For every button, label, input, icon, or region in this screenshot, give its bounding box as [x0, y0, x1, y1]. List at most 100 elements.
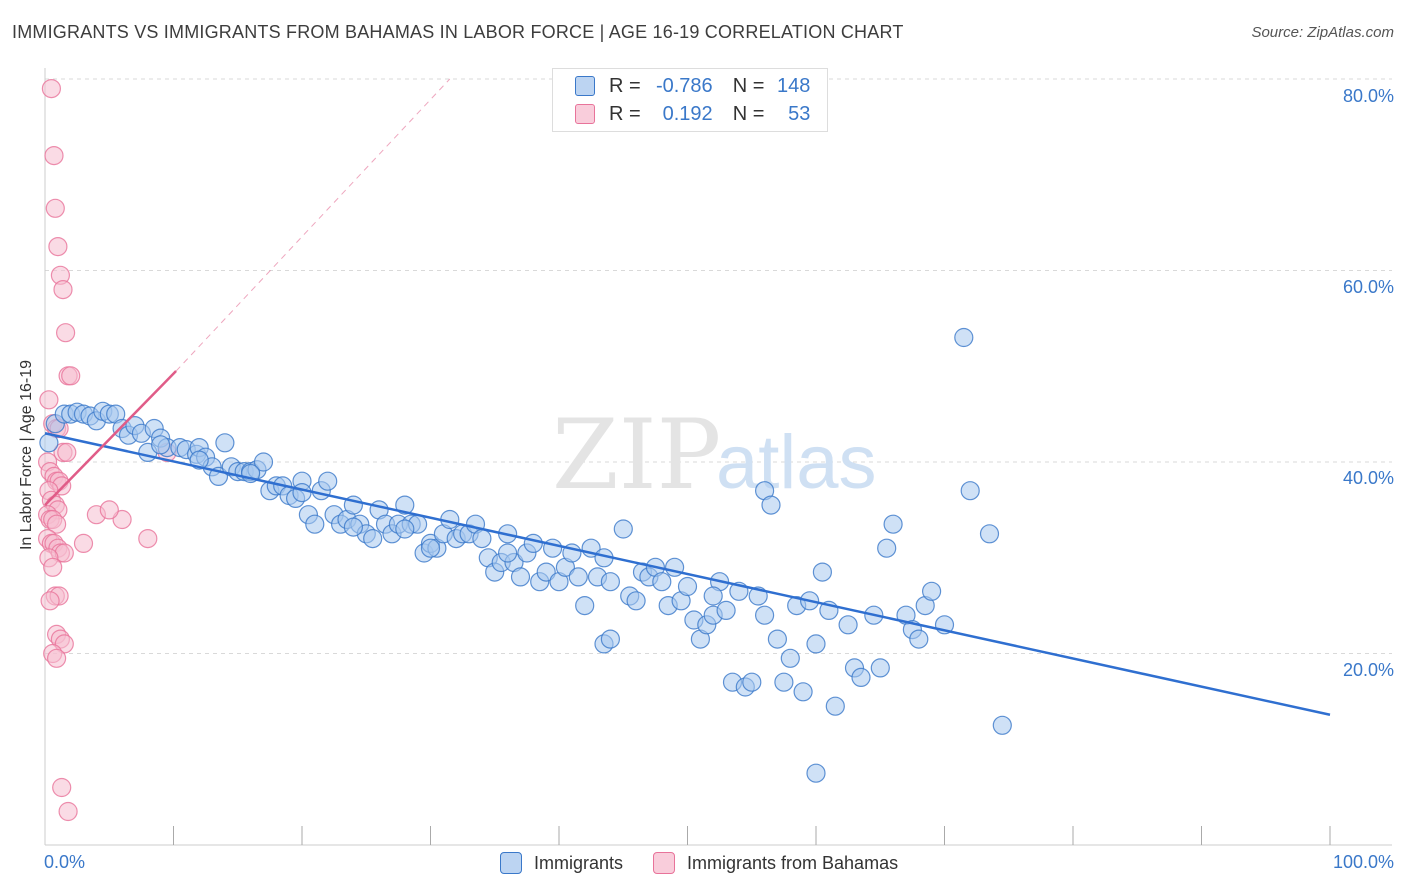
immigrants-point — [960, 481, 980, 501]
immigrants-point — [992, 715, 1012, 735]
bahamas-point — [99, 500, 119, 520]
immigrants-point — [600, 572, 621, 592]
x-tick-label-min: 0.0% — [44, 852, 86, 872]
bahamas-point — [46, 514, 67, 534]
legend-r-value: -0.786 — [655, 74, 713, 97]
bahamas-point — [61, 366, 81, 386]
y-tick-label-20: 20.0% — [1342, 660, 1394, 680]
legend-swatch-blue — [575, 76, 595, 96]
bahamas-trend-extension — [175, 78, 451, 372]
x-tick-label-max: 100.0% — [1332, 852, 1394, 872]
bahamas-point — [46, 648, 67, 668]
legend-swatch-pink — [575, 104, 595, 124]
immigrants-point — [883, 514, 903, 534]
trend-lines — [44, 78, 1331, 717]
watermark-zip: ZIP — [552, 399, 721, 511]
immigrants-trend-line — [44, 432, 1331, 717]
bahamas-point — [41, 78, 62, 99]
bahamas-point — [40, 591, 60, 611]
immigrants-point — [979, 524, 1000, 544]
immigrants-point — [761, 495, 781, 515]
immigrants-point — [870, 658, 890, 678]
immigrants-point — [838, 615, 858, 635]
legend-item-immigrants: Immigrants — [500, 852, 623, 874]
bahamas-point — [112, 509, 132, 530]
immigrants-point — [812, 562, 833, 582]
immigrants-point — [536, 562, 556, 582]
immigrants-point — [600, 629, 621, 649]
correlation-legend: R = -0.786 N = 148 R = 0.192 N = 53 — [552, 68, 828, 132]
immigrants-point — [825, 696, 845, 716]
immigrants-point — [774, 672, 794, 692]
bahamas-point — [43, 557, 63, 577]
immigrants-point — [363, 528, 383, 549]
series-bahamas-points — [37, 78, 177, 822]
immigrants-point — [954, 327, 974, 348]
y-tick-label-80: 80.0% — [1342, 86, 1394, 106]
legend-swatch-immigrants — [500, 852, 522, 874]
immigrants-point — [253, 452, 274, 472]
immigrants-point — [921, 581, 942, 601]
legend-n-value: 148 — [777, 74, 811, 97]
legend-item-bahamas: Immigrants from Bahamas — [653, 852, 898, 874]
immigrants-point — [151, 435, 171, 455]
y-tick-label-60: 60.0% — [1342, 277, 1394, 297]
immigrants-point — [703, 586, 723, 606]
legend-swatch-bahamas — [653, 852, 676, 874]
chart-title: IMMIGRANTS VS IMMIGRANTS FROM BAHAMAS IN… — [12, 22, 904, 42]
immigrants-point — [523, 533, 543, 554]
immigrants-point — [652, 572, 672, 592]
series-immigrants-points — [39, 327, 1012, 783]
immigrants-point — [716, 600, 736, 621]
bahamas-point — [44, 146, 64, 166]
immigrants-point — [909, 629, 929, 649]
immigrants-point — [215, 433, 235, 453]
immigrants-point — [742, 672, 762, 692]
legend-r-label: R = — [609, 74, 641, 97]
series-legend: Immigrants Immigrants from Bahamas — [500, 852, 928, 874]
grid-layer — [45, 78, 1392, 654]
watermark: ZIP atlas — [552, 399, 877, 511]
bahamas-point — [53, 280, 73, 300]
immigrants-point — [677, 576, 698, 597]
immigrants-point — [395, 519, 415, 539]
watermark-atlas: atlas — [716, 420, 877, 505]
legend-r-value: 0.192 — [662, 102, 713, 125]
bahamas-point — [55, 323, 76, 343]
immigrants-point — [851, 667, 871, 688]
bahamas-trend-line — [44, 370, 177, 506]
bahamas-point — [45, 198, 65, 218]
legend-n-label: N = — [732, 102, 765, 125]
legend-n-label: N = — [732, 74, 765, 97]
legend-r-label: R = — [609, 102, 641, 125]
immigrants-point — [292, 483, 312, 503]
immigrants-point — [318, 471, 338, 491]
immigrants-point — [472, 528, 492, 549]
legend-row-bahamas: R = 0.192 N = 53 — [575, 101, 810, 127]
legend-label-bahamas: Immigrants from Bahamas — [687, 852, 899, 873]
y-tick-label-40: 40.0% — [1342, 468, 1394, 488]
immigrants-point — [754, 605, 775, 625]
immigrants-point — [780, 648, 800, 668]
immigrants-point — [189, 450, 209, 470]
immigrants-point — [613, 519, 633, 539]
immigrants-point — [806, 634, 826, 654]
bahamas-point — [73, 533, 94, 554]
immigrants-point — [767, 629, 788, 649]
immigrants-point — [305, 514, 325, 534]
immigrants-point — [626, 591, 646, 611]
bahamas-point — [58, 801, 78, 822]
legend-row-immigrants: R = -0.786 N = 148 — [575, 73, 810, 99]
bahamas-point — [52, 777, 72, 798]
immigrants-point — [793, 682, 813, 702]
immigrants-point — [343, 517, 363, 537]
immigrants-point — [420, 538, 441, 558]
chart-source: Source: ZipAtlas.com — [1251, 24, 1394, 41]
bahamas-point — [39, 390, 59, 410]
immigrants-point — [806, 763, 826, 783]
immigrants-point — [498, 543, 518, 563]
immigrants-point — [575, 595, 595, 616]
immigrants-point — [510, 567, 531, 587]
bahamas-point — [48, 237, 68, 257]
